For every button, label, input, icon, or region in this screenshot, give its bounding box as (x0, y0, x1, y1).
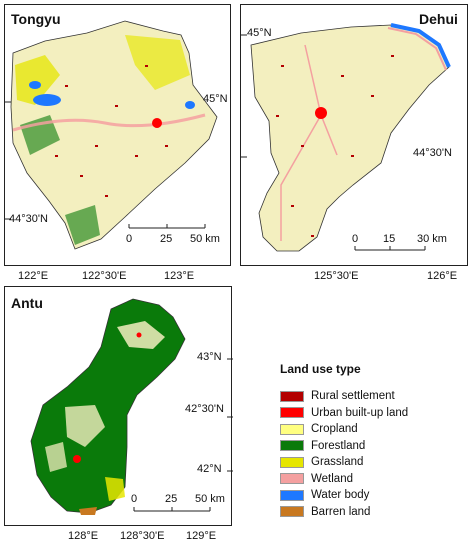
dehui-scale-label: 0 (352, 233, 359, 245)
antu-lat-label: 43°N (197, 351, 222, 363)
dehui-lat-label: 44°30'N (413, 147, 452, 159)
legend-item: Cropland (280, 421, 470, 438)
legend-item: Water body (280, 487, 470, 504)
antu-urban-area (136, 332, 142, 338)
tongyu-map (5, 20, 218, 250)
tongyu-map-panel: Tongyu 45°N 44°30'N 0 25 50 km (4, 4, 231, 266)
tongyu-lat-label: 44°30'N (9, 213, 48, 225)
dehui-rural-settlements (276, 55, 394, 237)
dehui-lat-label: 45°N (247, 27, 272, 39)
dehui-wetland-band (387, 27, 447, 71)
antu-grassland-patch (105, 477, 125, 501)
tongyu-grassland-patch (15, 55, 60, 105)
legend-swatch (280, 456, 304, 468)
tongyu-lon-label: 123°E (164, 270, 195, 282)
legend-swatch (280, 390, 304, 402)
legend-swatch (280, 506, 304, 518)
antu-lon-label: 128°30'E (120, 530, 165, 542)
legend-label: Wetland (311, 472, 353, 485)
antu-cropland-patch (65, 405, 105, 447)
antu-map-panel: Antu 43°N 42°30'N 42°N 0 25 50 km (4, 286, 233, 526)
legend-swatch (280, 473, 304, 485)
legend-item: Grassland (280, 454, 470, 471)
dehui-lon-label: 126°E (427, 270, 458, 282)
tongyu-scale-label: 25 (160, 233, 173, 245)
antu-scale-label: 0 (131, 493, 138, 505)
land-use-legend: Land use type Rural settlement Urban buil… (280, 362, 470, 520)
legend-label: Rural settlement (311, 390, 395, 403)
tongyu-scale-label: 50 km (190, 233, 220, 245)
antu-map (30, 298, 233, 515)
antu-cropland-patch (45, 442, 67, 472)
legend-swatch (280, 489, 304, 501)
antu-barren-patch (79, 507, 97, 515)
tongyu-lon-label: 122°30'E (82, 270, 127, 282)
tongyu-urban-area (152, 118, 162, 128)
antu-scale-label: 50 km (195, 493, 225, 505)
antu-scale-label: 25 (165, 493, 178, 505)
legend-label: Barren land (311, 505, 371, 518)
tongyu-water-body (33, 94, 61, 106)
tongyu-forest-patch (65, 205, 100, 245)
legend-label: Grassland (311, 456, 364, 469)
legend-item: Wetland (280, 471, 470, 488)
tongyu-grassland-patch (125, 35, 190, 90)
legend-items: Rural settlement Urban built-up land Cropl… (280, 388, 470, 520)
dehui-urban-area (315, 107, 327, 119)
dehui-title: Dehui (419, 11, 458, 27)
tongyu-water-body (29, 81, 41, 89)
legend-item: Rural settlement (280, 388, 470, 405)
legend-item: Forestland (280, 438, 470, 455)
antu-lon-label: 129°E (186, 530, 217, 542)
legend-swatch (280, 407, 304, 419)
legend-item: Barren land (280, 504, 470, 521)
tongyu-lat-label: 45°N (203, 93, 228, 105)
tongyu-lon-label: 122°E (18, 270, 49, 282)
legend-swatch (280, 440, 304, 452)
legend-label: Cropland (311, 423, 358, 436)
tongyu-scale-label: 0 (126, 233, 133, 245)
antu-lon-label: 128°E (68, 530, 99, 542)
dehui-water-edge (390, 23, 451, 68)
tongyu-wetland-band (12, 113, 206, 132)
legend-swatch (280, 423, 304, 435)
tongyu-rural-settlements (55, 65, 168, 197)
legend-label: Forestland (311, 439, 366, 452)
dehui-map (241, 23, 451, 252)
legend-item: Urban built-up land (280, 405, 470, 422)
antu-lat-label: 42°N (197, 463, 222, 475)
legend-label: Water body (311, 489, 370, 502)
tongyu-water-body (185, 101, 195, 109)
legend-title: Land use type (280, 362, 361, 376)
dehui-lon-label: 125°30'E (314, 270, 359, 282)
antu-title: Antu (11, 295, 43, 311)
antu-lat-label: 42°30'N (185, 403, 224, 415)
dehui-scale-label: 30 km (417, 233, 447, 245)
tongyu-title: Tongyu (11, 11, 61, 27)
antu-urban-area (73, 455, 81, 463)
dehui-scale-label: 15 (383, 233, 396, 245)
dehui-map-panel: Dehui 45°N 44°30'N 0 15 30 km (240, 4, 468, 266)
legend-label: Urban built-up land (311, 406, 409, 419)
